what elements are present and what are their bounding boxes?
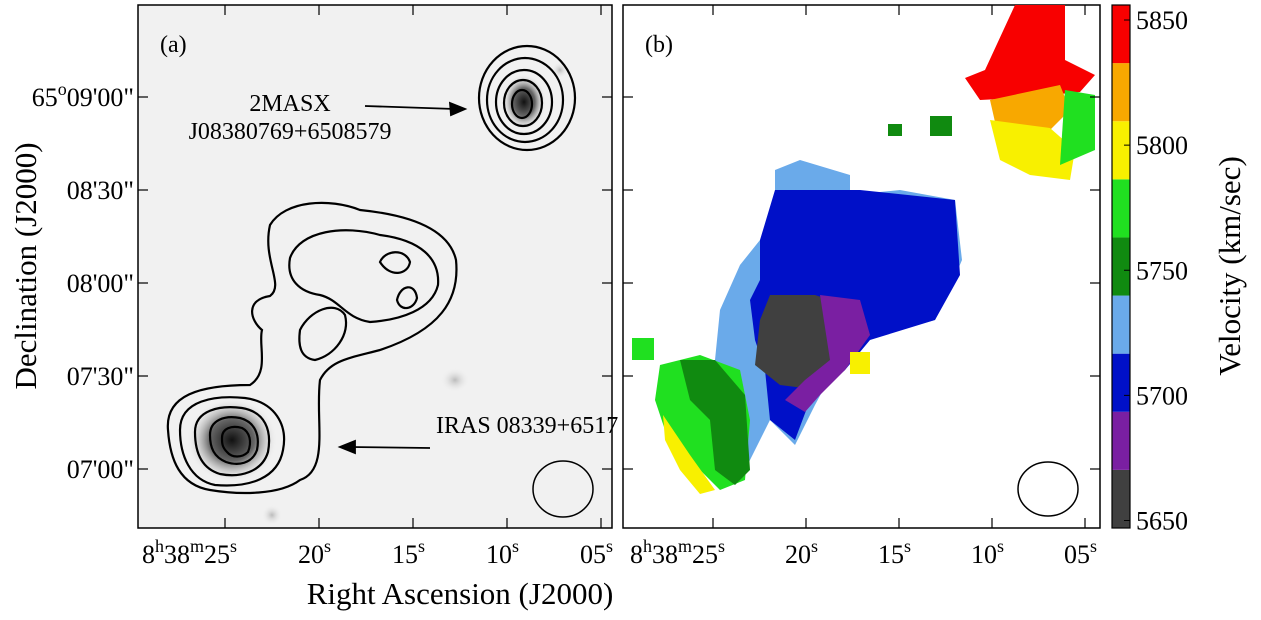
colorbar-frame [1111, 4, 1131, 529]
colorbar-band [1112, 411, 1130, 470]
superscript: s [512, 536, 519, 556]
panel-label: (b) [645, 32, 673, 58]
superscript: s [811, 536, 818, 556]
tick-label: 10s [486, 536, 519, 569]
tick-text: 10 [486, 540, 512, 569]
superscript: s [904, 536, 911, 556]
tick-text: 8 [630, 540, 643, 569]
tick-text: 38 [164, 540, 190, 569]
superscript: m [190, 536, 204, 556]
tick-label: 20s [298, 536, 331, 569]
colorbar-band [1112, 121, 1130, 180]
tick-text: 08'00" [67, 269, 134, 298]
tick-text: 20 [785, 540, 811, 569]
beam [532, 460, 594, 518]
panel-a-image [187, 62, 568, 525]
superscript: s [230, 536, 237, 556]
colorbar-tick-label: 5650 [1136, 506, 1188, 535]
tick-text: 20 [298, 540, 324, 569]
tick-label: 05s [1064, 536, 1097, 569]
tick-text: 8 [142, 540, 155, 569]
colorbar-band [1112, 295, 1130, 354]
contours [166, 44, 577, 495]
beam [1017, 461, 1079, 517]
tick-text: 25 [692, 540, 718, 569]
superscript: s [324, 536, 331, 556]
tick-text: 10 [971, 540, 997, 569]
colorbar-band [1112, 63, 1130, 122]
tick-label: 65o09'00" [32, 79, 134, 112]
tick-text: 25 [204, 540, 230, 569]
colorbar-band [1112, 469, 1130, 528]
tick-label: 05s [580, 536, 613, 569]
tick-label: 20s [785, 536, 818, 569]
superscript: s [418, 536, 425, 556]
superscript: h [155, 536, 164, 556]
annotation: 2MASX [249, 91, 330, 117]
tick-label: 08'00" [67, 269, 134, 298]
tick-label: 10s [971, 536, 1004, 569]
tick-text: 05 [1064, 540, 1090, 569]
velocity-map [632, 5, 1095, 494]
colorbar-band [1112, 353, 1130, 412]
tick-label: 15s [878, 536, 911, 569]
superscript: s [997, 536, 1004, 556]
tick-label: 8h38m25s [630, 536, 725, 569]
tick-label: 07'00" [67, 455, 134, 484]
colorbar-tick-label: 5800 [1136, 131, 1188, 160]
tick-text: 65 [32, 83, 58, 112]
tick-text: 08'30" [67, 176, 134, 205]
superscript: h [643, 536, 652, 556]
colorbar-tick-label: 5850 [1136, 6, 1188, 35]
superscript: s [606, 536, 613, 556]
tick-text: 07'30" [67, 362, 134, 391]
tick-label: 15s [392, 536, 425, 569]
tick-text: 15 [878, 540, 904, 569]
superscript: s [1090, 536, 1097, 556]
tick-text: 07'00" [67, 455, 134, 484]
colorbar-tick-label: 5700 [1136, 381, 1188, 410]
arrows [337, 101, 468, 455]
colorbar-band [1112, 5, 1130, 64]
x-axis-label: Right Ascension (J2000) [307, 576, 614, 611]
annotation: J08380769+6508579 [189, 119, 392, 145]
tick-text: 05 [580, 540, 606, 569]
tick-text: 38 [652, 540, 678, 569]
colorbar-band [1112, 237, 1130, 296]
tick-label: 08'30" [67, 176, 134, 205]
colorbar-band [1112, 179, 1130, 238]
tick-text: 09'00" [67, 83, 134, 112]
superscript: o [58, 79, 67, 99]
tick-label: 07'30" [67, 362, 134, 391]
superscript: s [718, 536, 725, 556]
colorbar-label: Velocity (km/sec) [1212, 156, 1247, 376]
panel-label: (a) [160, 32, 187, 58]
superscript: m [678, 536, 692, 556]
colorbar-tick-label: 5750 [1136, 256, 1188, 285]
tick-label: 8h38m25s [142, 536, 237, 569]
y-axis-label: Declination (J2000) [8, 142, 43, 389]
tick-text: 15 [392, 540, 418, 569]
annotation: IRAS 08339+6517 [436, 413, 618, 439]
